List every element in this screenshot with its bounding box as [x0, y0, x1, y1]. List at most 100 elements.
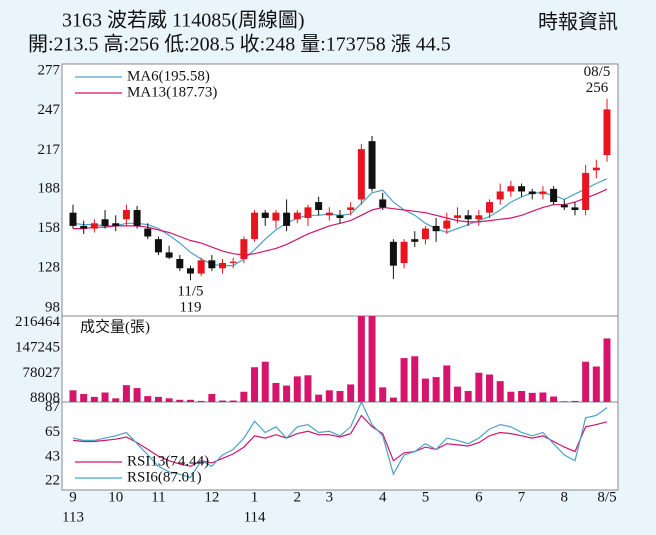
candle-body [240, 239, 248, 260]
bar [432, 377, 440, 402]
candle-body [411, 239, 419, 242]
bar [592, 366, 600, 402]
candle-body [443, 220, 451, 229]
candle [432, 217, 440, 242]
candle-body [144, 228, 152, 237]
candle [368, 135, 376, 192]
candle-body [592, 167, 600, 171]
candle-body [464, 215, 472, 220]
volume-bars [69, 316, 611, 402]
candle-body [251, 212, 259, 240]
x-tick-label: 1 [251, 489, 259, 505]
candle [528, 188, 536, 200]
candle-body [208, 260, 216, 269]
candle-body [154, 239, 162, 253]
candle [379, 192, 387, 211]
bar [112, 398, 120, 402]
bar [443, 365, 451, 402]
bar [304, 375, 312, 402]
x-tick-label: 3 [326, 489, 334, 505]
bar [518, 391, 526, 402]
candle [475, 210, 483, 226]
candle [336, 210, 344, 224]
candle [400, 239, 408, 269]
candle [219, 259, 227, 274]
x-tick-label: 8 [561, 489, 569, 505]
y-tick-label: 22 [45, 472, 60, 488]
legend-label: MA6(195.58) [127, 68, 210, 84]
bar [80, 393, 88, 402]
bar [133, 388, 141, 402]
bar [389, 397, 397, 402]
candle [582, 165, 590, 216]
candle-body [304, 207, 312, 218]
bar [539, 392, 547, 402]
bar [283, 385, 291, 402]
candle-body [186, 268, 194, 274]
candle-body [379, 199, 387, 208]
candle [251, 210, 259, 242]
x-tick-label: 8/5 [597, 489, 616, 505]
bar [475, 372, 483, 402]
candle-body [122, 210, 130, 220]
candle [389, 239, 397, 279]
candle [560, 199, 568, 211]
candle-body [272, 212, 280, 221]
candle-body [421, 228, 429, 240]
bar [229, 400, 237, 402]
candle-body [229, 261, 237, 263]
candle [507, 180, 515, 197]
bar [603, 338, 611, 402]
candle-body [507, 186, 515, 192]
candle [592, 159, 600, 179]
bar [197, 400, 205, 402]
candle [464, 210, 472, 226]
bar [251, 367, 259, 402]
candle [571, 202, 579, 216]
bar [154, 396, 162, 402]
bar [357, 316, 365, 402]
annotation-label: 08/5 [584, 64, 611, 80]
x-tick-label: 11 [151, 489, 165, 505]
candle [315, 196, 323, 216]
x-tick-label: 12 [204, 489, 219, 505]
bar [240, 391, 248, 402]
bar [507, 391, 515, 402]
bar [165, 398, 173, 402]
candle-body [69, 212, 77, 226]
bar [421, 378, 429, 402]
y-tick-label: 158 [38, 220, 61, 236]
bar [176, 399, 184, 402]
line [73, 188, 608, 256]
candle [486, 199, 494, 218]
candle [229, 257, 237, 269]
candle [443, 212, 451, 234]
candle-body [165, 252, 173, 258]
y-tick-label: 128 [38, 260, 61, 276]
candle-body [176, 259, 184, 269]
candle [165, 245, 173, 260]
y-tick-label: 65 [45, 424, 60, 440]
candle [90, 219, 98, 233]
candle-body [453, 215, 461, 218]
x-year-label: 114 [244, 509, 266, 525]
candle-body [336, 215, 344, 218]
x-tick-label: 4 [379, 489, 387, 505]
x-tick-label: 5 [422, 489, 430, 505]
candle [144, 223, 152, 240]
candle [304, 204, 312, 226]
candle-body [603, 109, 611, 156]
bar [400, 358, 408, 402]
candle-body [528, 191, 536, 195]
bar [90, 396, 98, 402]
candle-body [283, 212, 291, 226]
legend-label: RSI13(74.44) [127, 453, 209, 469]
annotation-label: 11/5 [177, 284, 203, 300]
candle [272, 210, 280, 229]
bar [528, 392, 536, 402]
y-tick-label: 98 [45, 299, 60, 315]
candle-body [261, 212, 269, 218]
bar [550, 396, 558, 402]
candle-body [432, 225, 440, 232]
